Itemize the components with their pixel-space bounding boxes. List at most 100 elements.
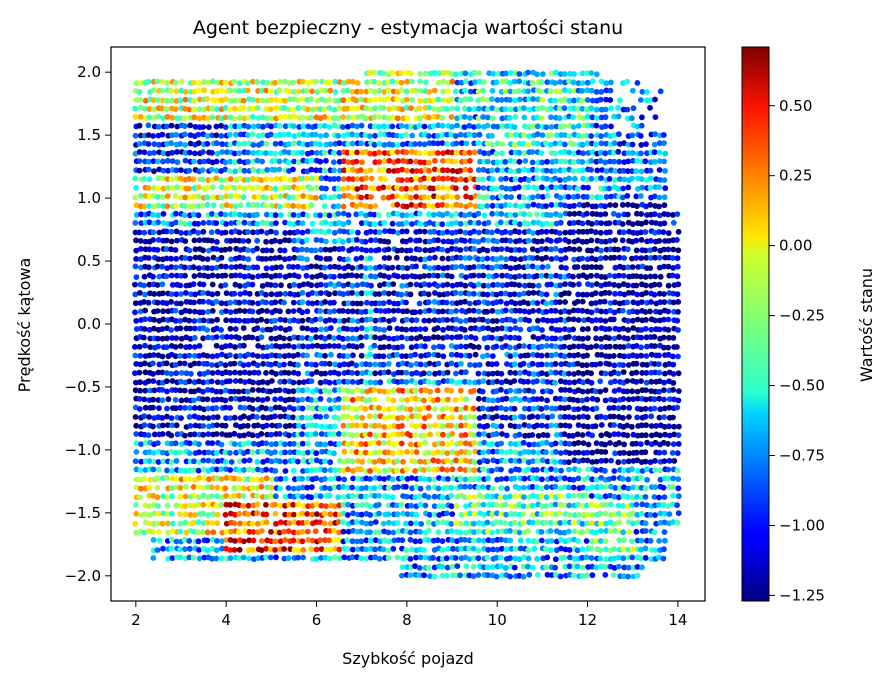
scatter-point: [178, 378, 184, 385]
scatter-point: [200, 228, 207, 235]
scatter-point: [290, 106, 297, 113]
scatter-point: [133, 256, 140, 262]
scatter-point: [173, 264, 179, 271]
scatter-point: [539, 184, 545, 191]
scatter-point: [245, 351, 252, 358]
scatter-point: [498, 193, 504, 200]
scatter-point: [132, 344, 138, 350]
scatter-point: [485, 237, 492, 244]
scatter-point: [200, 379, 207, 386]
scatter-point: [462, 87, 468, 94]
scatter-point: [448, 351, 455, 358]
scatter-point: [395, 158, 401, 164]
scatter-point: [169, 282, 176, 288]
scatter-point: [227, 106, 233, 113]
scatter-point: [196, 441, 202, 447]
scatter-point: [260, 360, 267, 367]
scatter-point: [552, 175, 558, 182]
scatter-point: [535, 317, 541, 324]
scatter-point: [413, 281, 420, 288]
scatter-point: [209, 362, 215, 368]
scatter-point: [331, 317, 338, 324]
scatter-point: [476, 520, 482, 526]
scatter-point: [350, 176, 356, 183]
scatter-point: [205, 449, 212, 456]
scatter-point: [539, 388, 546, 395]
scatter-point: [462, 150, 468, 157]
scatter-point: [381, 219, 388, 226]
scatter-point: [276, 272, 283, 279]
scatter-point: [214, 396, 221, 403]
scatter-point: [557, 201, 564, 208]
scatter-point: [308, 157, 315, 164]
scatter-point: [544, 192, 551, 199]
scatter-point: [521, 554, 527, 561]
scatter-point: [538, 493, 545, 500]
scatter-point: [444, 572, 450, 579]
scatter-point: [439, 255, 446, 262]
scatter-point: [160, 175, 167, 182]
scatter-point: [335, 519, 342, 525]
scatter-point: [305, 343, 311, 350]
scatter-point: [421, 547, 427, 553]
scatter-point: [503, 185, 510, 192]
scatter-point: [493, 150, 500, 157]
scatter-point: [363, 555, 370, 562]
scatter-point: [494, 106, 500, 113]
scatter-point: [332, 554, 338, 561]
scatter-point: [327, 440, 334, 447]
scatter-point: [249, 131, 256, 138]
scatter-point: [525, 555, 532, 562]
scatter-point: [251, 194, 258, 200]
scatter-point: [178, 230, 185, 236]
scatter-point: [155, 397, 162, 403]
scatter-point: [439, 308, 446, 315]
scatter-point: [159, 353, 166, 360]
scatter-point: [349, 538, 356, 545]
scatter-point: [507, 440, 514, 447]
scatter-point: [444, 264, 451, 271]
scatter-point: [552, 483, 559, 490]
scatter-point: [187, 220, 193, 227]
scatter-point: [146, 458, 153, 464]
scatter-point: [132, 300, 139, 307]
scatter-point: [237, 291, 244, 297]
scatter-point: [375, 468, 382, 474]
scatter-point: [191, 211, 197, 218]
scatter-point: [282, 230, 289, 236]
scatter-point: [286, 131, 292, 138]
scatter-point: [300, 123, 307, 130]
scatter-point: [164, 157, 171, 164]
scatter-point: [145, 166, 152, 173]
scatter-point: [344, 326, 351, 332]
scatter-point: [435, 175, 442, 182]
scatter-point: [381, 327, 387, 333]
scatter-point: [453, 185, 459, 192]
scatter-point: [548, 538, 555, 544]
scatter-point: [250, 150, 257, 156]
scatter-point: [548, 325, 555, 332]
scatter-point: [430, 106, 437, 112]
scatter-point: [223, 334, 230, 340]
scatter-point: [476, 229, 482, 236]
scatter-point: [507, 448, 514, 455]
scatter-point: [434, 387, 441, 394]
scatter-point: [449, 449, 456, 455]
scatter-point: [434, 272, 441, 279]
scatter-point: [272, 325, 279, 331]
scatter-point: [538, 291, 545, 297]
scatter-point: [552, 335, 559, 342]
scatter-point: [150, 371, 157, 377]
scatter-point: [525, 263, 531, 270]
scatter-point: [476, 431, 482, 438]
scatter-point: [195, 529, 202, 536]
scatter-point: [286, 325, 293, 332]
scatter-point: [390, 105, 397, 111]
scatter-point: [394, 184, 400, 191]
scatter-point: [395, 307, 402, 314]
scatter-point: [246, 555, 252, 562]
scatter-point: [163, 378, 170, 385]
scatter-point: [403, 228, 410, 235]
scatter-point: [345, 184, 352, 191]
scatter-point: [403, 466, 410, 472]
